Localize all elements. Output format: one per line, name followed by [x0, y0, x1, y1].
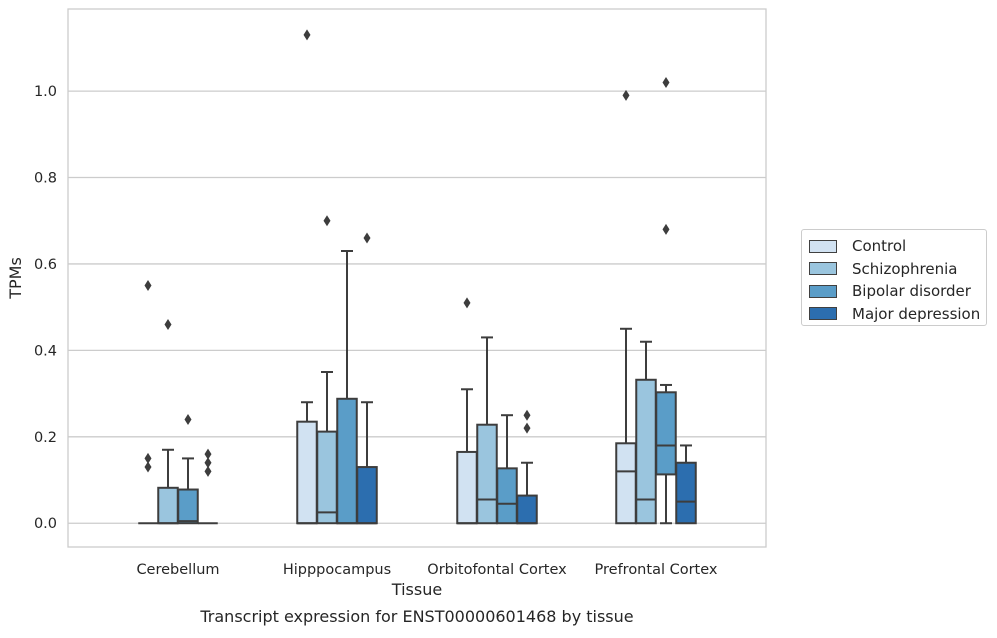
legend-swatch [809, 284, 837, 298]
boxes-layer [138, 29, 697, 525]
box-body [356, 466, 378, 525]
box-group [456, 297, 478, 525]
outlier-point [323, 215, 331, 227]
box-group [157, 318, 179, 525]
plot-frame [67, 8, 767, 548]
outlier-point [662, 76, 670, 88]
y-tick-label: 1.0 [34, 84, 57, 100]
outlier-point [523, 409, 531, 421]
box-group [476, 336, 498, 525]
box-group [356, 232, 378, 525]
x-tick-labels: Cerebellum Hipppocampus Orbitofontal Corte… [136, 562, 717, 578]
box-body [316, 430, 338, 525]
box-body [635, 378, 657, 525]
box-body [615, 442, 637, 525]
outlier-point [662, 223, 670, 235]
outlier-point [164, 318, 172, 330]
y-tick-label: 0.6 [34, 257, 57, 273]
outlier-point [144, 280, 152, 292]
outlier-point [184, 414, 192, 426]
outlier-point [523, 422, 531, 434]
legend: Control Schizophrenia Bipolar disorder Majo… [801, 229, 987, 326]
legend-item: Schizophrenia [809, 258, 986, 281]
outlier-point [463, 297, 471, 309]
x-tick-label: Orbitofontal Cortex [427, 562, 567, 578]
y-tick-label: 0.4 [34, 343, 57, 359]
box-group [496, 414, 518, 525]
box-group [198, 448, 218, 525]
box-body [296, 420, 318, 525]
legend-item: Major depression [809, 303, 986, 326]
box-group [615, 89, 637, 525]
box-body [336, 397, 358, 525]
outlier-point [303, 29, 311, 41]
legend-item: Bipolar disorder [809, 280, 986, 303]
box-group [296, 29, 318, 525]
legend-label: Major depression [852, 304, 981, 323]
x-tick-label: Hipppocampus [283, 562, 391, 578]
chart-caption: Transcript expression for ENST0000060146… [199, 607, 633, 626]
y-axis-label: TPMs [6, 257, 25, 300]
box-group [336, 249, 358, 525]
legend-swatch [809, 262, 837, 276]
legend-label: Bipolar disorder [852, 282, 971, 301]
outlier-point [204, 448, 212, 460]
legend-label: Schizophrenia [852, 259, 958, 278]
box-group [655, 76, 677, 525]
box-group [177, 414, 199, 525]
outlier-point [144, 452, 152, 464]
box-group [516, 409, 538, 525]
box-body [496, 467, 518, 525]
box-body [476, 423, 498, 525]
legend-label: Control [852, 237, 907, 256]
outlier-point [144, 461, 152, 473]
box-body [177, 488, 199, 525]
y-tick-label: 0.0 [34, 516, 57, 532]
box-body [516, 494, 538, 525]
outlier-point [363, 232, 371, 244]
x-tick-label: Cerebellum [136, 562, 219, 578]
y-tick-label: 0.8 [34, 171, 57, 187]
legend-swatch [809, 239, 837, 253]
box-body [655, 391, 677, 476]
x-tick-label: Prefrontal Cortex [595, 562, 718, 578]
box-body [675, 461, 697, 525]
box-group [635, 340, 657, 525]
x-axis-label: Tissue [391, 580, 442, 599]
outlier-point [204, 465, 212, 477]
box-body [157, 486, 179, 525]
outlier-point [204, 457, 212, 469]
y-tick-label: 0.2 [34, 430, 57, 446]
box-group [138, 280, 158, 525]
outlier-point [622, 89, 630, 101]
legend-item: Control [809, 235, 986, 258]
legend-swatch [809, 307, 837, 321]
box-group [316, 215, 338, 525]
box-body [456, 450, 478, 525]
y-tick-labels: 0.0 0.2 0.4 0.6 0.8 1.0 [34, 84, 57, 532]
box-group [675, 444, 697, 525]
